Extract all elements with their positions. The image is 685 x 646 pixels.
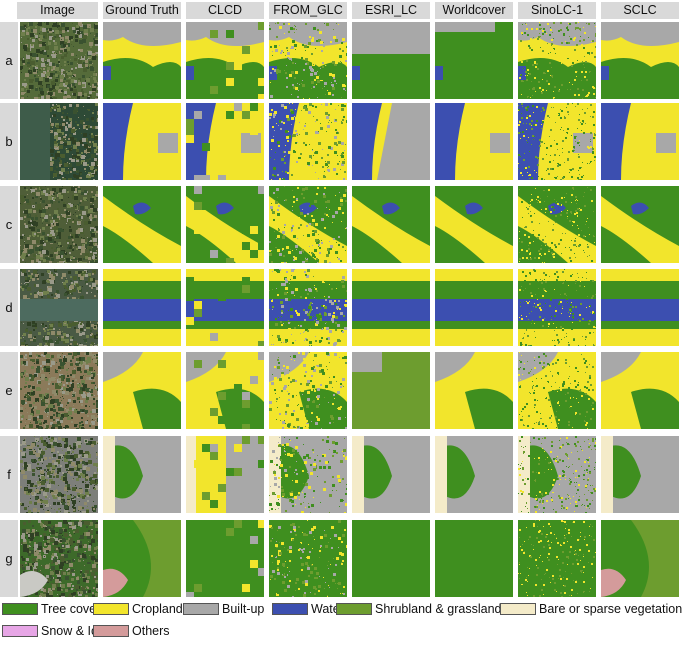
map-tile-g-ground-truth: [103, 520, 181, 597]
map-tile-e-esri-lc: [352, 352, 430, 429]
column-header-ground-truth: Ground Truth: [103, 2, 181, 19]
column-header-clcd: CLCD: [186, 2, 264, 19]
satellite-image-e-image: [20, 352, 98, 429]
map-tile-g-sinolc-1: [518, 520, 596, 597]
satellite-image-a-image: [20, 22, 98, 99]
map-tile-f-ground-truth: [103, 436, 181, 513]
legend-swatch: [2, 603, 38, 615]
legend-item-shrubland-grassland: Shrubland & grassland: [336, 602, 501, 616]
map-tile-d-sinolc-1: [518, 269, 596, 346]
map-tile-a-sclc: [601, 22, 679, 99]
map-tile-c-sclc: [601, 186, 679, 263]
map-tile-b-from-glc: [269, 103, 347, 180]
legend-swatch: [183, 603, 219, 615]
map-tile-c-from-glc: [269, 186, 347, 263]
legend-swatch: [93, 603, 129, 615]
satellite-image-f-image: [20, 436, 98, 513]
legend-label: Water: [311, 602, 344, 616]
map-tile-g-esri-lc: [352, 520, 430, 597]
legend-item-cropland: Cropland: [93, 602, 183, 616]
column-header-esri-lc: ESRI_LC: [352, 2, 430, 19]
map-tile-b-ground-truth: [103, 103, 181, 180]
legend-label: Snow & Ice: [41, 624, 105, 638]
map-tile-e-worldcover: [435, 352, 513, 429]
map-tile-b-sclc: [601, 103, 679, 180]
row-label-f: f: [0, 436, 18, 513]
map-tile-c-ground-truth: [103, 186, 181, 263]
map-tile-e-sinolc-1: [518, 352, 596, 429]
map-tile-d-ground-truth: [103, 269, 181, 346]
legend-label: Built-up: [222, 602, 265, 616]
column-header-sinolc-1: SinoLC-1: [518, 2, 596, 19]
map-tile-a-sinolc-1: [518, 22, 596, 99]
column-header-worldcover: Worldcover: [435, 2, 513, 19]
map-tile-b-worldcover: [435, 103, 513, 180]
column-header-from-glc: FROM_GLC: [269, 2, 347, 19]
satellite-image-g-image: [20, 520, 98, 597]
map-tile-f-sinolc-1: [518, 436, 596, 513]
legend-item-tree-cover: Tree cover: [2, 602, 100, 616]
legend-item-others: Others: [93, 624, 170, 638]
satellite-image-c-image: [20, 186, 98, 263]
row-label-b: b: [0, 103, 18, 180]
map-tile-f-from-glc: [269, 436, 347, 513]
map-tile-a-clcd: [186, 22, 264, 99]
map-tile-g-from-glc: [269, 520, 347, 597]
legend-swatch: [336, 603, 372, 615]
legend-label: Tree cover: [41, 602, 101, 616]
row-label-c: c: [0, 186, 18, 263]
map-tile-e-from-glc: [269, 352, 347, 429]
map-tile-e-ground-truth: [103, 352, 181, 429]
row-label-g: g: [0, 520, 18, 597]
legend-swatch: [93, 625, 129, 637]
legend-item-bare-or-sparse-vegetation: Bare or sparse vegetation: [500, 602, 682, 616]
legend-label: Bare or sparse vegetation: [539, 602, 683, 616]
map-tile-f-sclc: [601, 436, 679, 513]
legend-label: Others: [132, 624, 170, 638]
map-tile-c-clcd: [186, 186, 264, 263]
map-tile-b-sinolc-1: [518, 103, 596, 180]
map-tile-a-esri-lc: [352, 22, 430, 99]
row-label-e: e: [0, 352, 18, 429]
column-header-image: Image: [17, 2, 98, 19]
map-tile-g-worldcover: [435, 520, 513, 597]
map-tile-a-worldcover: [435, 22, 513, 99]
map-tile-d-from-glc: [269, 269, 347, 346]
map-tile-d-esri-lc: [352, 269, 430, 346]
legend-swatch: [500, 603, 536, 615]
map-tile-d-sclc: [601, 269, 679, 346]
map-tile-d-clcd: [186, 269, 264, 346]
legend-label: Cropland: [132, 602, 183, 616]
legend-swatch: [272, 603, 308, 615]
row-label-d: d: [0, 269, 18, 346]
map-tile-e-clcd: [186, 352, 264, 429]
map-tile-a-from-glc: [269, 22, 347, 99]
map-tile-f-worldcover: [435, 436, 513, 513]
legend-item-built-up: Built-up: [183, 602, 264, 616]
satellite-image-d-image: [20, 269, 98, 346]
map-tile-f-esri-lc: [352, 436, 430, 513]
map-tile-d-worldcover: [435, 269, 513, 346]
row-label-a: a: [0, 22, 18, 99]
map-tile-a-ground-truth: [103, 22, 181, 99]
map-tile-b-clcd: [186, 103, 264, 180]
satellite-image-b-image: [20, 103, 98, 180]
legend-swatch: [2, 625, 38, 637]
legend-label: Shrubland & grassland: [375, 602, 502, 616]
map-tile-c-worldcover: [435, 186, 513, 263]
map-tile-f-clcd: [186, 436, 264, 513]
map-tile-c-esri-lc: [352, 186, 430, 263]
map-tile-c-sinolc-1: [518, 186, 596, 263]
map-tile-g-clcd: [186, 520, 264, 597]
map-tile-b-esri-lc: [352, 103, 430, 180]
map-tile-g-sclc: [601, 520, 679, 597]
legend-item-water: Water: [272, 602, 344, 616]
column-header-sclc: SCLC: [601, 2, 679, 19]
map-tile-e-sclc: [601, 352, 679, 429]
legend-item-snow-ice: Snow & Ice: [2, 624, 104, 638]
